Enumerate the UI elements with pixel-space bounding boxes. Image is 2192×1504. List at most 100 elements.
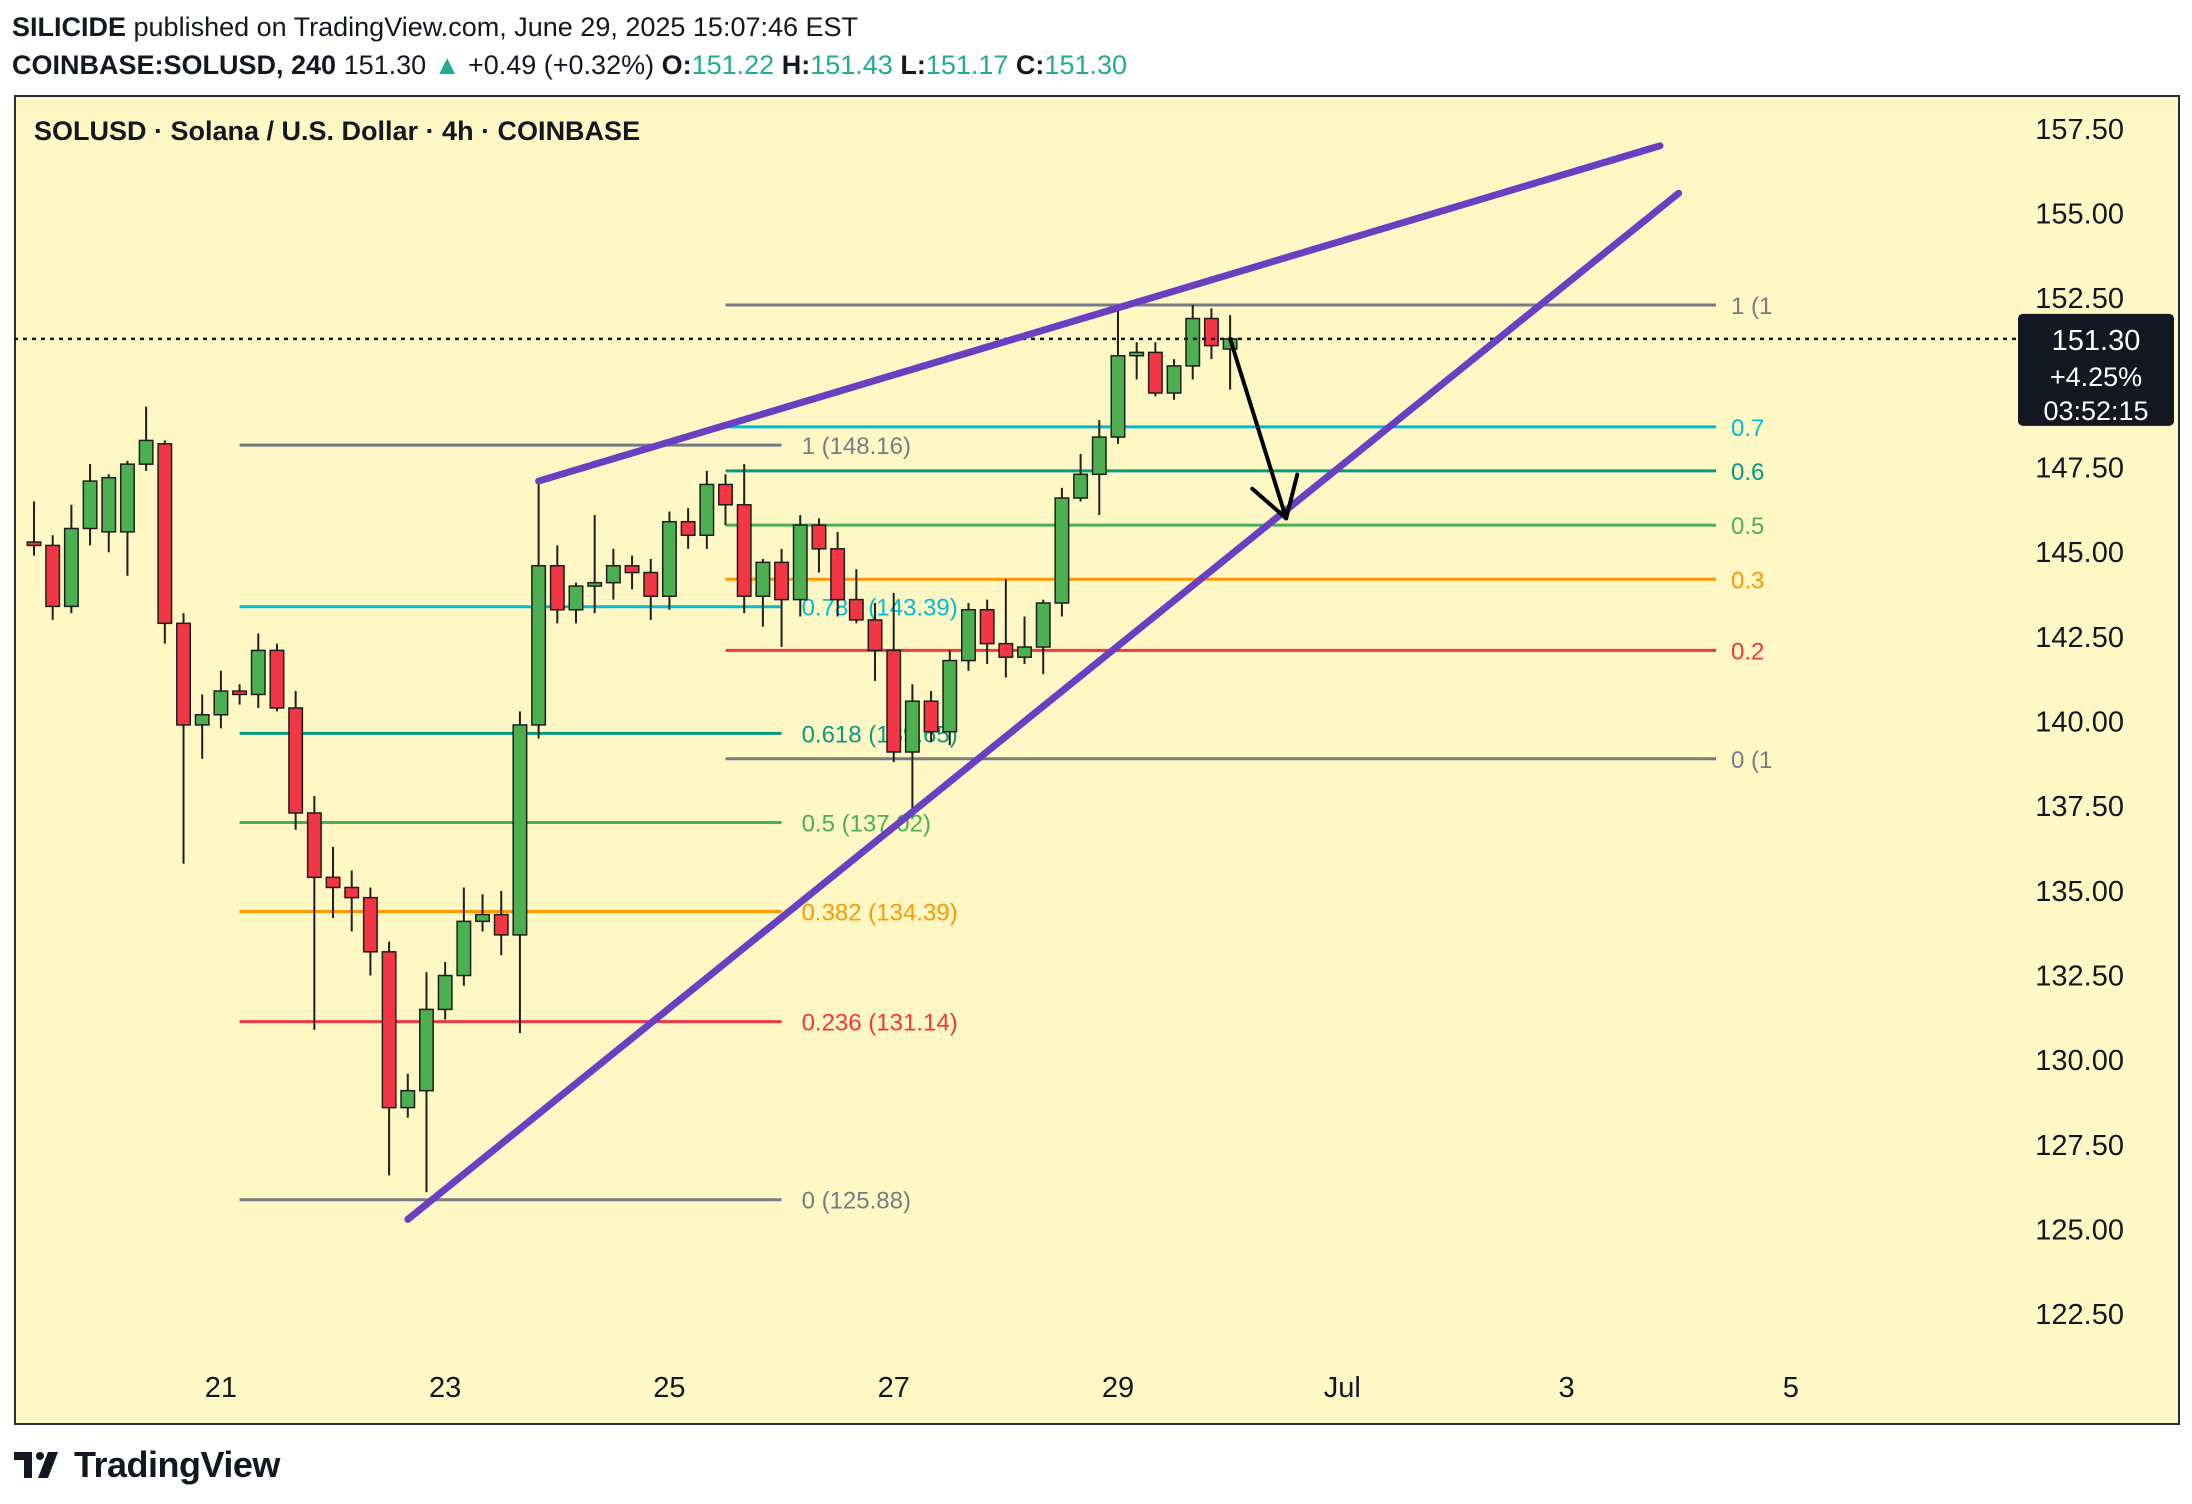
last-price: 151.30 bbox=[343, 50, 427, 80]
x-tick-label: 25 bbox=[653, 1372, 685, 1404]
candle-body bbox=[1073, 473, 1089, 499]
candle-body bbox=[998, 642, 1014, 658]
symbol-label: COINBASE:SOLUSD, 240 bbox=[12, 50, 337, 80]
candle-body bbox=[1185, 317, 1201, 367]
fib-retracement-right: 1 (1 0.7 0.6 0.5 0.3 0.2 0 (1 bbox=[725, 293, 1772, 774]
candle-body bbox=[643, 571, 659, 597]
y-tick-label: 127.50 bbox=[2035, 1130, 2124, 1162]
fib-level-label: 0.7 bbox=[1731, 415, 1764, 442]
candle-body bbox=[736, 504, 752, 597]
candle-body bbox=[456, 920, 472, 977]
trendline-upper bbox=[535, 142, 1664, 485]
x-tick-label: 21 bbox=[205, 1372, 237, 1404]
candle-body bbox=[587, 581, 603, 587]
fib-level-label: 0.6 bbox=[1731, 459, 1764, 486]
candle-body bbox=[493, 913, 509, 936]
fib-level-label: 0.236 (131.14) bbox=[802, 1010, 958, 1037]
high-value: 151.43 bbox=[810, 50, 893, 80]
change-value: +0.49 (+0.32%) bbox=[467, 50, 655, 80]
candle-body bbox=[138, 439, 154, 465]
candle-body bbox=[867, 619, 883, 652]
candle-body bbox=[531, 564, 547, 726]
candle-body bbox=[418, 1008, 434, 1092]
y-tick-label: 125.00 bbox=[2035, 1215, 2124, 1247]
candle-body bbox=[232, 690, 248, 696]
chart-title: SOLUSD · Solana / U.S. Dollar · 4h · COI… bbox=[34, 116, 640, 146]
candle-body bbox=[811, 524, 827, 550]
publisher-line: SILICIDE published on TradingView.com, J… bbox=[12, 8, 2172, 46]
candle-body bbox=[774, 561, 790, 601]
last-price-badge: 151.30 +4.25% 03:52:15 bbox=[2018, 313, 2174, 426]
trendline-lower bbox=[404, 189, 1683, 1223]
candle-body bbox=[512, 724, 528, 936]
candle-body bbox=[250, 649, 266, 696]
fib-level-label: 0.2 bbox=[1731, 638, 1764, 665]
candle-body bbox=[979, 609, 995, 645]
x-tick-label: 27 bbox=[878, 1372, 910, 1404]
candle-body bbox=[624, 564, 640, 574]
fib-level-label: 0.382 (134.39) bbox=[802, 900, 958, 927]
candle-body bbox=[718, 483, 733, 506]
x-tick-label: Jul bbox=[1324, 1372, 1361, 1404]
candle-body bbox=[306, 812, 322, 879]
candle-body bbox=[400, 1089, 416, 1109]
publication-header: SILICIDE published on TradingView.com, J… bbox=[12, 8, 2172, 84]
tradingview-logo-icon bbox=[14, 1452, 58, 1478]
low-value: 151.17 bbox=[925, 50, 1009, 80]
y-tick-label: 147.50 bbox=[2035, 453, 2124, 485]
candle-body bbox=[904, 700, 920, 753]
fib-level-label: 1 (148.16) bbox=[802, 433, 911, 460]
arrow-head bbox=[1250, 486, 1289, 521]
y-tick-label: 137.50 bbox=[2035, 791, 2124, 823]
candle-body bbox=[755, 561, 771, 597]
candle-body bbox=[1054, 497, 1070, 604]
candle-body bbox=[1166, 365, 1182, 394]
arrow-shaft bbox=[1228, 336, 1289, 521]
y-tick-label: 140.00 bbox=[2035, 707, 2124, 739]
candles bbox=[26, 304, 1238, 1193]
candle-body bbox=[1017, 646, 1033, 658]
candle-body bbox=[1035, 602, 1051, 648]
candle-body bbox=[605, 564, 621, 584]
candle-body bbox=[475, 913, 491, 923]
candle-body bbox=[119, 463, 135, 533]
badge-price: 151.30 bbox=[2052, 325, 2141, 357]
y-tick-label: 157.50 bbox=[2035, 114, 2124, 146]
open-label: O: bbox=[661, 50, 692, 80]
y-tick-label: 145.00 bbox=[2035, 537, 2124, 569]
candle-body bbox=[661, 520, 677, 597]
fib-level-label: 0.5 bbox=[1731, 513, 1764, 540]
candle-body bbox=[568, 585, 584, 611]
low-label: L: bbox=[900, 50, 926, 80]
candle-body bbox=[63, 527, 79, 608]
footer: TradingView bbox=[14, 1440, 280, 1490]
y-tick-label: 152.50 bbox=[2035, 283, 2124, 315]
candle-body bbox=[680, 520, 696, 537]
open-value: 151.22 bbox=[691, 50, 775, 80]
candle-body bbox=[1203, 317, 1219, 347]
price-chart[interactable]: SOLUSD · Solana / U.S. Dollar · 4h · COI… bbox=[14, 95, 2180, 1425]
x-tick-label: 29 bbox=[1102, 1372, 1134, 1404]
candle-body bbox=[176, 622, 191, 726]
candle-body bbox=[325, 876, 341, 889]
author-name[interactable]: SILICIDE bbox=[12, 12, 127, 42]
candle-body bbox=[549, 564, 565, 611]
candle-body bbox=[1147, 351, 1163, 394]
y-tick-label: 142.50 bbox=[2035, 622, 2124, 654]
fib-level-label: 0.786 (143.39) bbox=[802, 595, 958, 622]
candle-body bbox=[848, 598, 864, 621]
close-label: C: bbox=[1015, 50, 1045, 80]
candle-body bbox=[437, 974, 453, 1011]
candle-body bbox=[381, 951, 397, 1109]
candle-body bbox=[942, 659, 958, 733]
fib-level-label: 1 (1 bbox=[1731, 293, 1772, 320]
candle-body bbox=[82, 480, 98, 530]
fib-retracement-left: 1 (148.16)0.786 (143.39)0.618 (139.65)0.… bbox=[239, 433, 958, 1215]
candle-body bbox=[923, 700, 939, 733]
fib-level-label: 0 (125.88) bbox=[802, 1188, 911, 1215]
high-label: H: bbox=[781, 50, 811, 80]
candle-body bbox=[362, 896, 378, 953]
candle-body bbox=[830, 548, 846, 601]
fib-level-label: 0.3 bbox=[1731, 567, 1764, 594]
tradingview-logo-text[interactable]: TradingView bbox=[74, 1444, 280, 1485]
